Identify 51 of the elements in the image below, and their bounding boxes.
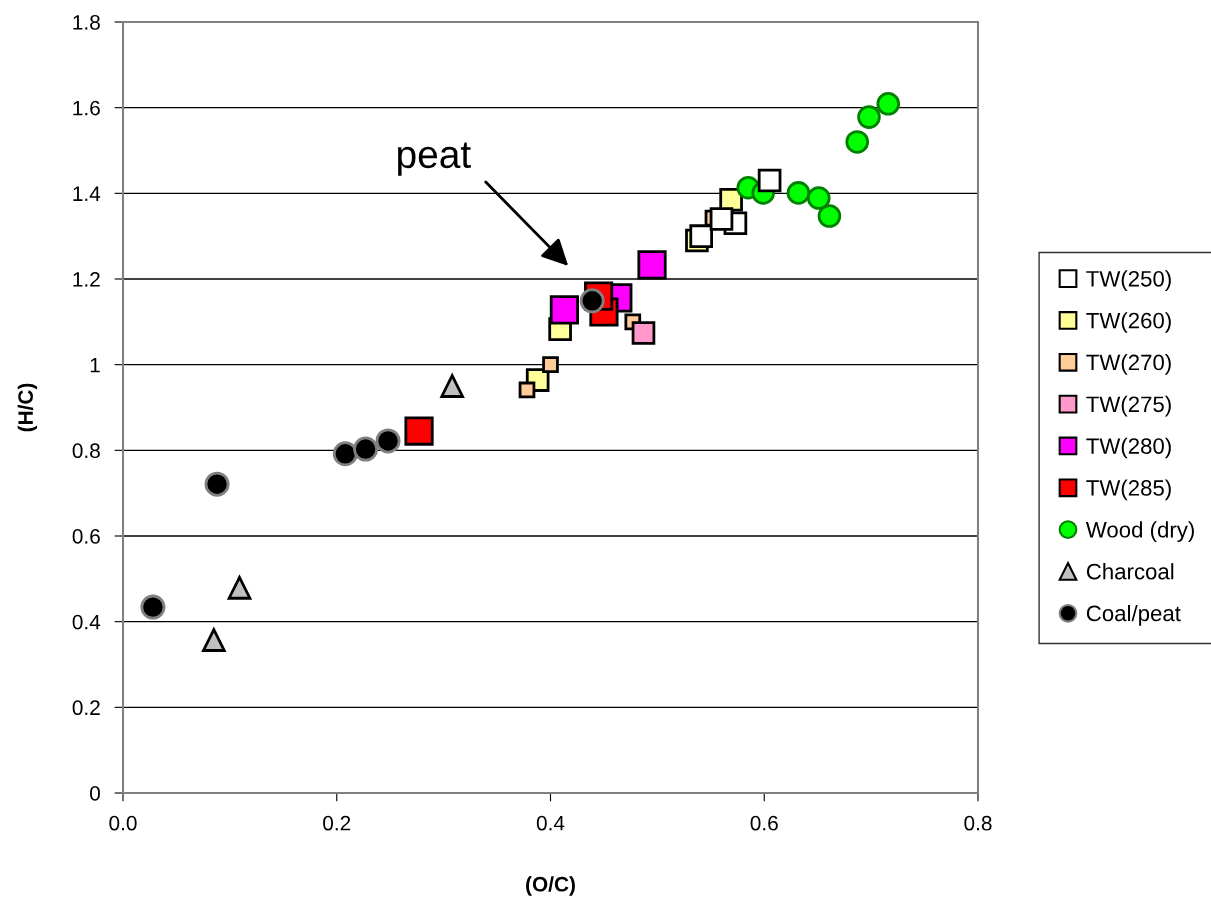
y-tick-label: 1.6 — [73, 100, 100, 116]
annotation: peat — [398, 142, 471, 176]
point — [542, 356, 559, 373]
point — [353, 436, 379, 462]
point — [204, 471, 230, 497]
legend-label: Charcoal — [1086, 563, 1174, 580]
legend-label: Coal/peat — [1086, 604, 1181, 626]
y-tick-label: 0 — [90, 786, 100, 801]
point — [518, 381, 536, 399]
point — [440, 374, 464, 398]
point — [689, 224, 713, 248]
point — [332, 441, 358, 467]
legend-label: TW(285) — [1086, 479, 1171, 501]
point — [806, 186, 831, 210]
point — [631, 321, 656, 345]
point — [375, 428, 401, 454]
y-tick-label: 1.4 — [73, 186, 101, 201]
point — [709, 207, 734, 231]
point — [845, 130, 870, 154]
point — [549, 295, 579, 325]
legend-label: TW(250) — [1086, 270, 1171, 292]
legend-label: TW(260) — [1086, 312, 1171, 333]
y-tick-label: 0.8 — [72, 443, 100, 459]
point — [140, 594, 166, 620]
y-tick-label: 1 — [90, 357, 100, 373]
point — [227, 576, 252, 600]
point — [202, 628, 226, 652]
point — [404, 416, 434, 446]
legend-label: Wood (dry) — [1085, 521, 1194, 543]
y-tick-label: 1.8 — [73, 15, 100, 30]
y-axis-title: (H/C) — [17, 383, 38, 432]
y-tick-label: 0.2 — [72, 700, 100, 716]
legend-label: TW(270) — [1086, 353, 1171, 375]
y-tick-label: 0.4 — [72, 614, 101, 630]
x-tick-label: 0.8 — [964, 815, 992, 831]
point — [757, 168, 782, 193]
x-tick-label: 0.4 — [536, 815, 565, 831]
x-tick-label: 0.2 — [323, 815, 351, 831]
y-tick-label: 1.2 — [73, 272, 100, 287]
point — [579, 288, 605, 314]
legend-label: TW(275) — [1086, 395, 1171, 417]
point — [876, 92, 901, 116]
point — [817, 204, 842, 228]
x-tick-label: 0.6 — [750, 815, 778, 831]
y-tick-label: 0.6 — [72, 529, 100, 544]
point — [637, 250, 667, 280]
point — [786, 181, 811, 205]
legend-label: TW(280) — [1086, 437, 1171, 459]
x-axis-title: (O/C) — [526, 876, 575, 896]
point — [857, 105, 881, 129]
x-tick-label: 0.0 — [109, 815, 137, 831]
